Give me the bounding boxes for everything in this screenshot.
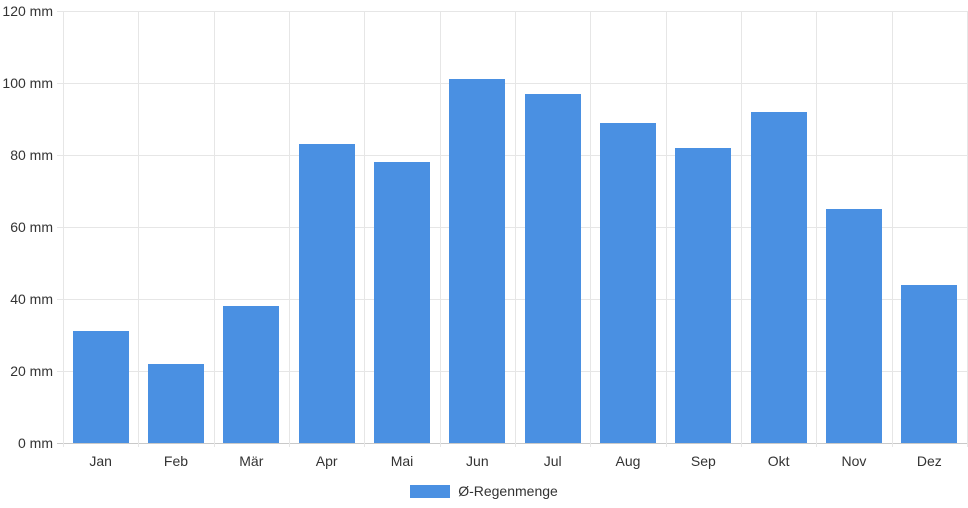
gridline-vertical	[891, 11, 893, 447]
bar-mai[interactable]	[374, 162, 430, 443]
bar-jul[interactable]	[524, 93, 581, 443]
bar-nov[interactable]	[826, 209, 882, 443]
bar-aug[interactable]	[600, 122, 656, 443]
gridline-vertical	[289, 11, 290, 447]
legend[interactable]: Ø-Regenmenge	[0, 482, 968, 500]
x-axis-line	[57, 443, 967, 444]
gridline-horizontal	[57, 155, 967, 156]
gridline-vertical	[665, 11, 667, 447]
bar-okt[interactable]	[750, 111, 807, 443]
gridline-horizontal	[57, 299, 967, 300]
x-axis-tick-label: Nov	[841, 453, 867, 469]
gridline-vertical	[741, 11, 742, 447]
x-axis-tick-label: Feb	[163, 453, 189, 469]
x-axis-tick-label: Sep	[690, 453, 716, 469]
gridline-vertical	[213, 11, 215, 447]
legend-swatch	[410, 484, 451, 498]
bar-jun[interactable]	[449, 79, 506, 443]
y-axis-tick-label: 40 mm	[10, 291, 53, 307]
bar-jan[interactable]	[72, 331, 129, 443]
legend-series-label: Ø-Regenmenge	[458, 483, 558, 499]
bar-mär[interactable]	[223, 306, 280, 443]
bar-apr[interactable]	[298, 144, 355, 443]
x-axis-tick-label: Jun	[466, 453, 489, 469]
y-axis-tick-label: 120 mm	[2, 3, 53, 19]
y-axis-tick-label: 20 mm	[10, 363, 53, 379]
bar-feb[interactable]	[148, 363, 204, 443]
bar-dez[interactable]	[901, 284, 958, 443]
gridline-vertical	[816, 11, 818, 447]
gridline-vertical	[515, 11, 516, 447]
y-axis-tick-label: 60 mm	[10, 219, 53, 235]
x-axis-tick-label: Jul	[543, 453, 562, 469]
gridline-vertical	[439, 11, 441, 447]
gridline-vertical	[364, 11, 366, 447]
gridline-horizontal	[57, 371, 967, 372]
y-axis-tick-label: 0 mm	[18, 435, 53, 451]
y-axis-tick-label: 100 mm	[2, 75, 53, 91]
x-axis-tick-label: Mär	[239, 453, 264, 469]
gridline-horizontal	[57, 227, 967, 228]
x-axis-tick-label: Jan	[89, 453, 112, 469]
x-axis-tick-label: Aug	[615, 453, 641, 469]
bar-sep[interactable]	[675, 147, 732, 443]
gridline-horizontal	[57, 11, 967, 12]
x-axis-tick-label: Apr	[315, 453, 338, 469]
gridline-horizontal	[57, 83, 967, 84]
x-axis-tick-label: Mai	[390, 453, 414, 469]
y-axis-tick-label: 80 mm	[10, 147, 53, 163]
x-axis-tick-label: Okt	[767, 453, 790, 469]
gridline-vertical	[590, 11, 592, 447]
gridline-vertical	[138, 11, 140, 447]
gridline-vertical	[63, 11, 64, 447]
x-axis-tick-label: Dez	[916, 453, 942, 469]
